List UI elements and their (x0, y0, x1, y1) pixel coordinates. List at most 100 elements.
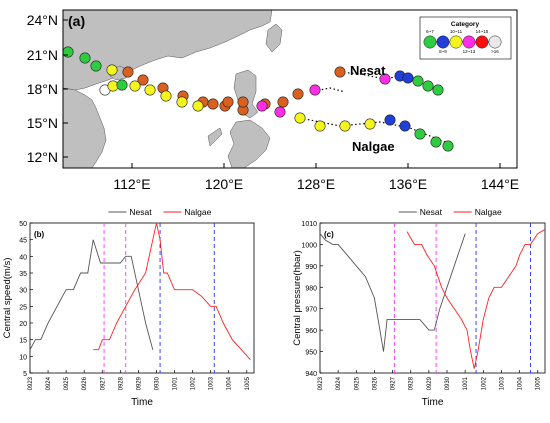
legend-dots (423, 35, 502, 49)
nesat-track-point-7 (432, 84, 444, 96)
y-axis-label: Central speed(m/s) (2, 258, 13, 339)
category-legend: Category 6~7 10~11 14~15 8~9 12~13 >16 (419, 16, 512, 60)
nesat-track-point-4 (402, 72, 414, 84)
legend-dot-1 (423, 35, 437, 49)
nalgae-track-point-20 (414, 128, 426, 140)
typhoon-tracks (62, 46, 456, 152)
nesat-track-point-6 (422, 80, 434, 92)
nalgae-track-point-21 (430, 136, 442, 148)
y-axis-label: Central pressure(hbar) (292, 250, 303, 346)
x-tick-label: 0924 (46, 376, 52, 390)
y-tick-label: 35 (19, 271, 27, 278)
nesat-track-label: Nesat (350, 63, 386, 78)
nalgae-track-point-10 (222, 96, 234, 108)
lon-tick-label: 128°E (297, 176, 335, 192)
lat-tick-label: 21°N (27, 47, 58, 63)
x-tick-label: 0927 (100, 376, 106, 390)
land-mass-4 (265, 23, 283, 53)
nalgae-track-point-17 (364, 118, 376, 130)
x-tick-label: 1005 (536, 376, 542, 390)
x-tick-label: 0927 (391, 376, 397, 390)
y-tick-label: 980 (305, 285, 317, 292)
nesat-track-point-9 (292, 88, 304, 100)
legend-label-10-11: 10~11 (450, 29, 463, 34)
nalgae-track-point-22 (442, 140, 454, 152)
x-tick-label: 0930 (154, 376, 160, 390)
y-tick-label: 960 (305, 328, 317, 335)
nesat-track-point-10 (277, 96, 289, 108)
nesat-track-point-2 (379, 73, 391, 85)
legend-dot-5 (475, 35, 489, 49)
lat-tick-label: 24°N (27, 12, 58, 28)
x-tick-label: 0926 (82, 376, 88, 390)
x-axis-label: Time (422, 397, 444, 408)
y-tick-label: 970 (305, 307, 317, 314)
nalgae-track-point-13 (274, 106, 286, 118)
y-tick-label: 15 (19, 338, 27, 345)
x-tick-label: 1004 (518, 376, 524, 390)
y-tick-label: 10 (19, 354, 27, 361)
y-tick-label: 45 (19, 238, 27, 245)
legend-label-14-15: 14~15 (476, 29, 489, 34)
plot-area (29, 222, 255, 374)
nalgae-track-point-16 (339, 120, 351, 132)
nalgae-track-point-18 (384, 114, 396, 126)
y-tick-label: 20 (19, 321, 27, 328)
nesat-track-point-20 (90, 60, 102, 72)
central-speed-chart: 5 10 15 20 25 30 35 40 45 50 0923 0924 0925 0926 0927 0… (2, 207, 255, 408)
legend-label-6-7: 6~7 (426, 29, 434, 34)
track-dotted-line (299, 71, 456, 147)
nalgae-track-point-7 (176, 96, 188, 108)
series-line-nalgae (93, 222, 251, 361)
legend-label-nalgae: Nalgae (475, 207, 502, 217)
legend-label-12-13: 12~13 (463, 49, 476, 54)
lon-tick-label: 136°E (389, 176, 427, 192)
land-mass-7 (207, 127, 223, 147)
x-tick-label: 0925 (354, 376, 360, 390)
nesat-track-point-22 (62, 46, 74, 58)
lat-tick-label: 15°N (27, 115, 58, 131)
series-line-nesat (319, 233, 466, 352)
y-tick-label: 25 (19, 304, 27, 311)
x-tick-label: 0923 (28, 376, 34, 390)
y-tick-label: 50 (19, 221, 27, 228)
track-map: 24°N 21°N 18°N 15°N 12°N 112°E 120°E 128°E 136°E… (27, 9, 519, 192)
x-tick-label: 0925 (64, 376, 70, 390)
x-tick-label: 1003 (499, 376, 505, 390)
lon-tick-label: 144°E (481, 176, 519, 192)
nesat-track-point-8 (309, 84, 321, 96)
x-tick-label: 0930 (445, 376, 451, 390)
nalgae-track-point-5 (144, 84, 156, 96)
panel-label: (b) (34, 230, 45, 239)
map-axis: 24°N 21°N 18°N 15°N 12°N 112°E 120°E 128°E 136°E… (27, 12, 519, 192)
nesat-track-point-5 (412, 75, 424, 87)
legend-label-16plus: >16 (491, 49, 499, 54)
nalgae-track-point-3 (116, 79, 128, 91)
map-panel-label: (a) (68, 13, 85, 29)
legend-dot-3 (449, 35, 463, 49)
nalgae-track-point-11 (237, 96, 249, 108)
panel-label: (c) (324, 230, 334, 239)
series-line-nesat (29, 239, 154, 350)
nesat-track-point-1 (334, 66, 346, 78)
legend-title: Category (451, 21, 480, 28)
nalgae-track-point-6 (160, 90, 172, 102)
nalgae-track-point-9 (207, 98, 219, 110)
lat-tick-label: 12°N (27, 149, 58, 165)
nesat-track-point-18 (122, 66, 134, 78)
x-tick-label: 1001 (173, 376, 179, 390)
land-mass-6 (227, 119, 271, 169)
nesat-track-point-17 (137, 74, 149, 86)
y-tick-label: 1010 (301, 221, 317, 228)
nalgae-track-point-12 (256, 100, 268, 112)
nalgae-track-point-15 (314, 120, 326, 132)
x-tick-label: 1005 (245, 376, 251, 390)
x-tick-label: 0924 (336, 376, 342, 390)
y-tick-label: 40 (19, 254, 27, 261)
plot-area (319, 222, 546, 374)
nalgae-track-point-4 (129, 80, 141, 92)
x-tick-label: 0928 (409, 376, 415, 390)
series-line-nalgae (406, 229, 546, 369)
x-tick-label: 0928 (118, 376, 124, 390)
x-tick-label: 0926 (372, 376, 378, 390)
